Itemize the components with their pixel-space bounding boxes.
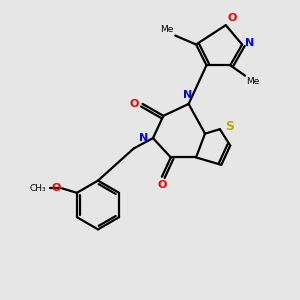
Text: Me: Me bbox=[160, 25, 174, 34]
Text: O: O bbox=[51, 183, 61, 193]
Text: S: S bbox=[225, 120, 234, 133]
Text: Me: Me bbox=[247, 77, 260, 86]
Text: O: O bbox=[157, 180, 167, 190]
Text: N: N bbox=[182, 90, 192, 100]
Text: CH₃: CH₃ bbox=[29, 184, 46, 193]
Text: O: O bbox=[227, 13, 237, 23]
Text: N: N bbox=[245, 38, 254, 48]
Text: O: O bbox=[130, 99, 139, 109]
Text: N: N bbox=[139, 133, 148, 143]
